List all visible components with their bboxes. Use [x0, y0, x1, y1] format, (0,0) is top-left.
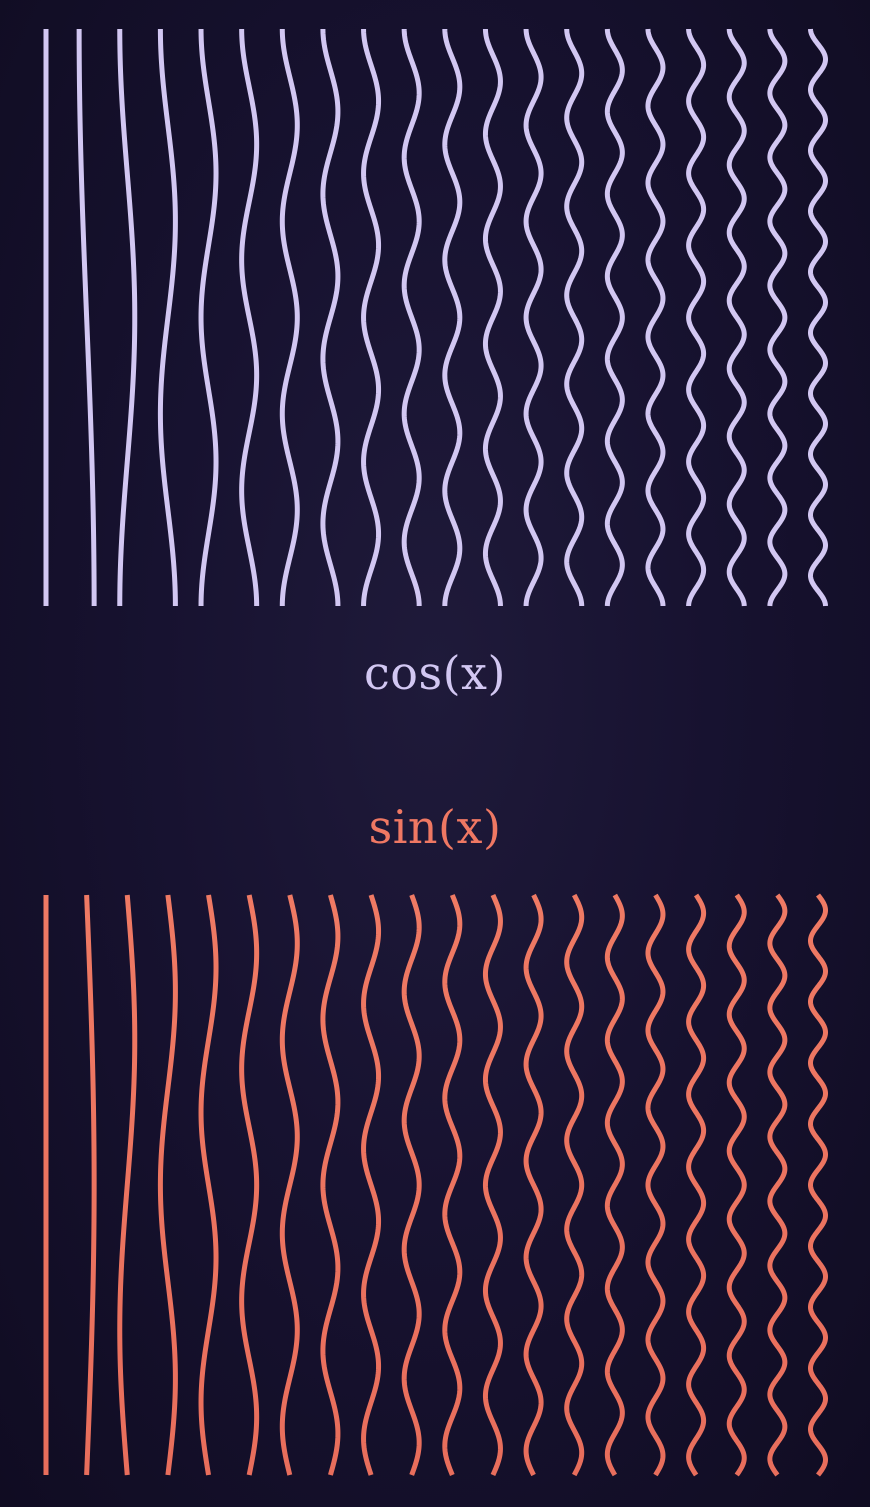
cosine-wave-line: [523, 27, 544, 608]
sine-wave-line: [239, 894, 260, 1476]
cosine-wave-line: [401, 28, 422, 607]
sine-wave-line: [726, 893, 747, 1477]
cosine-wave-line: [157, 28, 178, 607]
cosine-wave-line: [767, 27, 788, 608]
sine-wave-line: [117, 894, 138, 1476]
sine-label: sin(x): [368, 800, 502, 854]
sine-wave-line: [198, 894, 219, 1476]
cosine-wave-line: [117, 28, 138, 607]
sine-wave-line: [564, 893, 585, 1477]
cosine-wave-line: [686, 27, 707, 608]
sine-wave-line: [157, 894, 178, 1476]
sine-wave-line: [523, 893, 544, 1477]
sine-wave-grid: [43, 893, 828, 1477]
cosine-wave-grid: [43, 27, 828, 608]
sine-wave-line: [361, 894, 382, 1476]
sine-wave-line: [401, 894, 422, 1476]
cosine-wave-line: [279, 28, 300, 607]
cosine-wave-line: [198, 28, 219, 607]
cosine-label: cos(x): [364, 646, 506, 700]
sine-wave-line: [645, 893, 666, 1477]
cosine-wave-line: [76, 28, 97, 606]
cosine-wave-line: [564, 27, 585, 608]
sine-wave-line: [84, 894, 97, 1476]
sine-wave-line: [279, 894, 300, 1476]
cosine-wave-line: [726, 27, 747, 608]
cosine-wave-line: [239, 28, 260, 607]
cosine-wave-line: [482, 27, 503, 608]
cosine-wave-line: [361, 28, 382, 607]
sine-wave-line: [767, 893, 788, 1477]
sine-wave-line: [482, 893, 503, 1477]
sine-wave-line: [442, 893, 463, 1477]
cosine-wave-line: [320, 28, 341, 607]
cosine-wave-line: [645, 27, 666, 608]
cosine-wave-line: [442, 27, 463, 608]
cosine-wave-line: [808, 27, 828, 608]
sine-wave-line: [686, 893, 707, 1477]
sine-wave-line: [808, 893, 828, 1477]
cosine-wave-line: [604, 27, 625, 608]
sine-wave-line: [604, 893, 625, 1477]
sine-wave-line: [320, 894, 341, 1476]
